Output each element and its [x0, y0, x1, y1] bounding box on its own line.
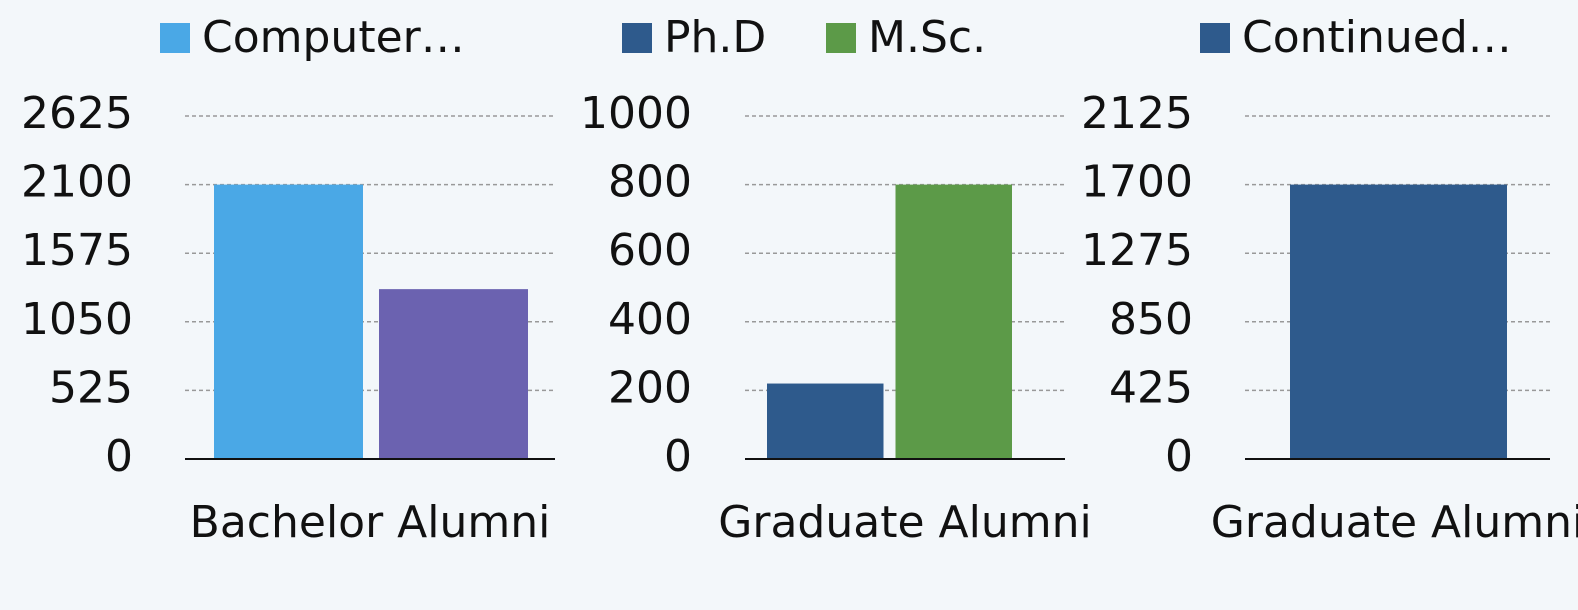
y-tick-label: 0: [664, 431, 692, 482]
y-tick-label: 1050: [21, 294, 133, 345]
legend-swatch: [1200, 22, 1230, 53]
legend-label: Ph.D: [664, 12, 767, 63]
y-tick-label: 0: [1165, 431, 1193, 482]
y-tick-label: 525: [49, 362, 133, 413]
y-tick-label: 2125: [1081, 88, 1193, 139]
y-tick-label: 0: [105, 431, 133, 482]
legend-item: Continued…: [1200, 12, 1512, 63]
y-tick-label: 850: [1109, 294, 1193, 345]
y-tick-label: 2100: [21, 157, 133, 208]
x-tick-label: Graduate Alumni: [718, 497, 1092, 548]
y-tick-label: 1575: [21, 225, 133, 276]
bar: [895, 184, 1012, 459]
y-tick-label: 1275: [1081, 225, 1193, 276]
y-tick-label: 400: [608, 294, 692, 345]
legend-label: M.Sc.: [868, 12, 987, 63]
legend-label: Continued…: [1242, 12, 1512, 63]
bar: [214, 184, 363, 459]
y-tick-label: 1700: [1081, 157, 1193, 208]
x-tick-label: Bachelor Alumni: [189, 497, 551, 548]
legend-item: Ph.D: [622, 12, 766, 63]
bar: [379, 289, 528, 459]
y-tick-label: 1000: [580, 88, 692, 139]
legend-item: Computer…: [160, 12, 465, 63]
y-tick-label: 800: [608, 157, 692, 208]
legend-swatch: [622, 22, 652, 53]
legend-swatch: [826, 22, 856, 53]
y-tick-label: 2625: [21, 88, 133, 139]
y-tick-label: 600: [608, 225, 692, 276]
legend-label: Computer…: [202, 12, 465, 63]
x-tick-label: Graduate Alumni: [1210, 497, 1578, 548]
legend-item: M.Sc.: [826, 12, 986, 63]
legend-swatch: [160, 22, 190, 53]
y-tick-label: 425: [1109, 362, 1193, 413]
y-tick-label: 200: [608, 362, 692, 413]
bar: [1290, 184, 1507, 459]
bar: [767, 383, 884, 459]
